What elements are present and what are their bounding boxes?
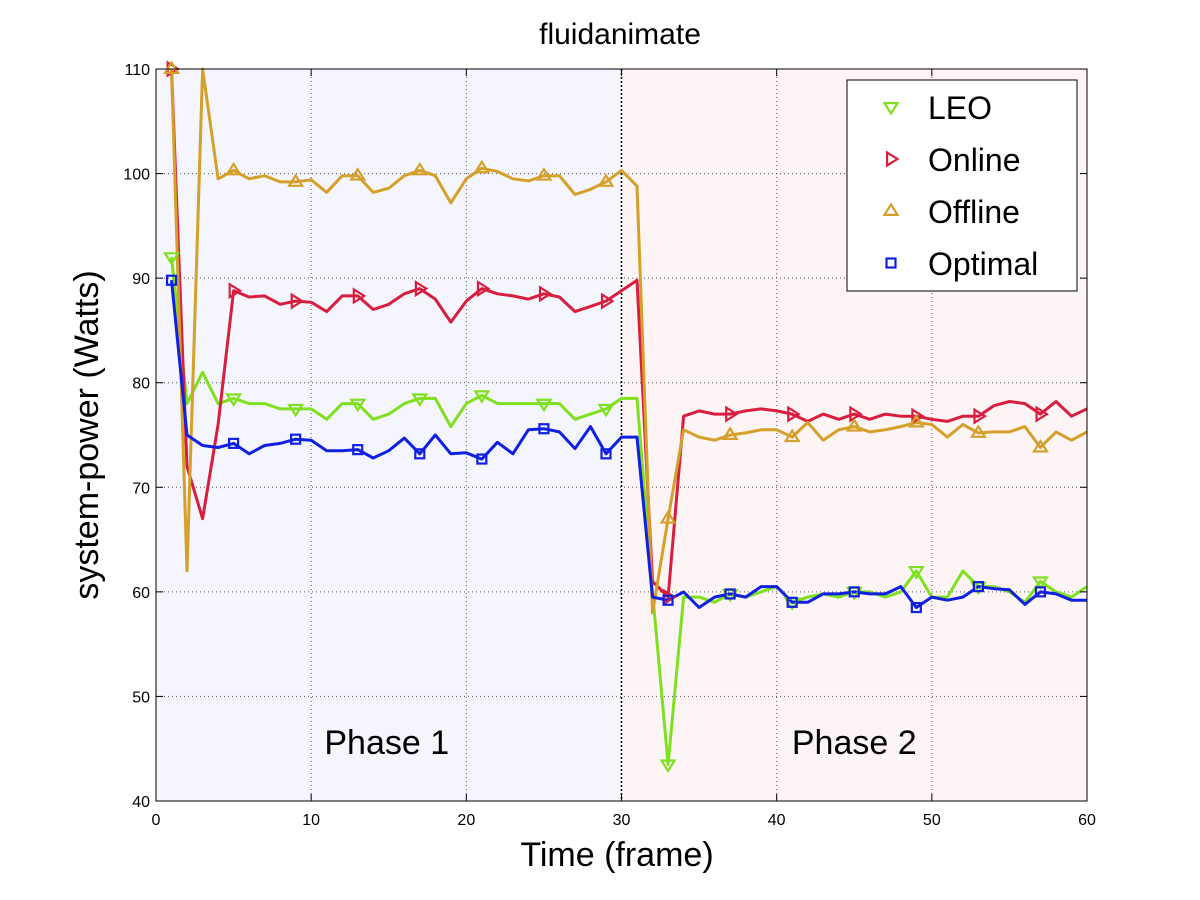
chart-title: fluidanimate — [539, 18, 701, 51]
data-point-online — [414, 280, 429, 298]
data-point-leo — [473, 390, 491, 404]
series-lines — [170, 67, 1088, 766]
data-point-offline — [473, 159, 491, 174]
data-point-offline — [969, 424, 987, 438]
data-point-optimal — [476, 453, 488, 465]
x-tick-label: 50 — [923, 812, 941, 829]
data-point-leo — [535, 398, 553, 413]
data-point-offline — [1031, 438, 1049, 453]
data-point-leo — [659, 759, 677, 773]
data-point-leo — [1031, 576, 1049, 590]
legend-label-online: Online — [928, 142, 1021, 178]
data-point-online — [1035, 405, 1050, 423]
data-point-optimal — [165, 274, 178, 286]
data-point-optimal — [352, 444, 364, 456]
data-point-offline — [721, 426, 739, 440]
data-point-offline — [411, 161, 429, 176]
data-point-optimal — [290, 433, 302, 445]
data-point-offline — [349, 167, 367, 181]
axis-ticks: 0 10 20 30 40 50 60 40 50 60 70 80 90 100 110 — [123, 62, 1096, 829]
data-point-offline — [597, 173, 615, 187]
phase-labels: Phase 1 Phase 2 — [324, 724, 916, 762]
legend-marker-offline — [882, 202, 900, 216]
data-point-offline — [783, 428, 801, 443]
phase-region-1 — [156, 69, 622, 801]
y-tick-label: 100 — [123, 167, 150, 184]
data-point-offline — [535, 167, 553, 181]
data-point-online — [352, 287, 367, 305]
legend-marker-leo — [882, 101, 900, 116]
data-point-leo — [163, 252, 181, 266]
x-tick-label: 40 — [768, 812, 786, 829]
data-point-leo — [411, 393, 429, 407]
data-point-offline — [845, 418, 863, 432]
legend-marker-online — [885, 150, 900, 168]
data-point-leo — [597, 403, 615, 418]
data-point-online — [476, 280, 491, 298]
x-tick-label: 60 — [1078, 812, 1096, 829]
data-point-optimal — [414, 448, 426, 460]
data-point-leo — [225, 393, 243, 407]
x-tick-label: 0 — [152, 812, 161, 829]
y-tick-label: 40 — [132, 794, 150, 811]
data-point-optimal — [910, 601, 922, 614]
data-point-optimal — [227, 437, 240, 449]
legend-label-optimal: Optimal — [928, 246, 1038, 282]
series-line-offline — [170, 67, 1088, 615]
x-tick-label: 10 — [302, 812, 320, 829]
legend-label-offline: Offline — [928, 194, 1020, 230]
data-point-online — [228, 282, 243, 300]
data-point-optimal — [786, 596, 798, 608]
data-point-online — [787, 405, 801, 423]
phase-label-2: Phase 2 — [792, 724, 917, 762]
data-point-offline — [907, 413, 925, 428]
data-point-optimal — [538, 423, 550, 435]
legend-box — [846, 79, 1078, 292]
data-point-optimal — [600, 448, 612, 460]
data-point-optimal — [848, 586, 860, 598]
legend: LEO Online Offline Optimal — [846, 79, 1078, 292]
y-axis-label: system-power (Watts) — [68, 270, 106, 599]
x-tick-label: 30 — [613, 812, 631, 829]
data-point-leo — [349, 398, 367, 413]
data-point-offline — [225, 161, 243, 176]
legend-label-leo: LEO — [928, 90, 992, 126]
data-point-offline — [287, 173, 305, 187]
series-line-optimal — [170, 280, 1087, 609]
data-point-offline — [659, 510, 677, 524]
data-point-optimal — [662, 594, 674, 606]
data-point-optimal — [972, 581, 984, 593]
data-point-optimal — [724, 588, 736, 600]
y-tick-label: 60 — [132, 585, 150, 602]
data-point-offline — [163, 60, 181, 75]
data-point-online — [290, 292, 305, 310]
data-point-online — [725, 405, 739, 423]
x-axis-label: Time (frame) — [520, 836, 713, 874]
legend-marker-optimal — [885, 257, 897, 269]
data-point-online — [849, 405, 863, 423]
data-point-leo — [907, 565, 925, 580]
data-point-optimal — [1034, 586, 1047, 598]
data-point-online — [600, 292, 615, 310]
series-line-online — [170, 68, 1088, 599]
y-tick-label: 110 — [124, 62, 150, 79]
y-tick-label: 50 — [132, 689, 150, 706]
phase-label-1: Phase 1 — [324, 724, 449, 762]
data-point-online — [538, 285, 553, 303]
y-tick-label: 80 — [132, 376, 150, 393]
x-tick-label: 20 — [457, 812, 475, 829]
y-tick-label: 70 — [132, 480, 150, 497]
series-markers — [163, 60, 1050, 773]
data-point-online — [973, 407, 987, 425]
y-tick-label: 90 — [132, 271, 150, 288]
data-point-leo — [287, 403, 305, 418]
